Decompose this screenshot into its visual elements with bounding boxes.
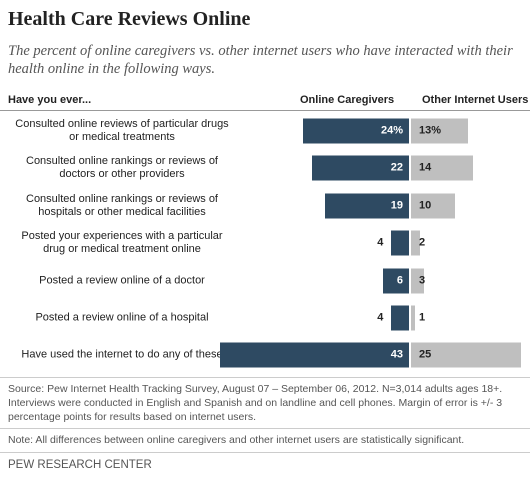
bar [411,268,425,294]
chart-subtitle: The percent of online caregivers vs. oth… [8,43,513,77]
bar [219,342,409,368]
chart-title: Health Care Reviews Online [8,8,251,30]
bar [411,193,455,219]
bar [411,305,416,331]
note: Note: All differences between online car… [8,434,465,446]
value-label: 43 [390,348,403,361]
value-label: 6 [396,274,403,287]
header-rule [0,110,530,111]
bar [391,230,409,256]
value-label: 2 [419,236,426,249]
credit: PEW RESEARCH CENTER [8,459,152,471]
bar [303,118,409,144]
bar [312,155,409,181]
category-label: Have used the internet to do any of thes… [21,348,223,361]
divider [0,452,530,453]
legend-entry: Other Internet Users [422,94,529,106]
value-label: 1 [419,311,426,324]
legend-entry: Online Caregivers [300,94,395,106]
source: Source: Pew Internet Health Tracking Sur… [8,383,503,423]
divider [0,377,530,378]
value-label: 4 [377,311,384,324]
bar [382,268,409,294]
bar [411,342,521,368]
bar [411,118,469,144]
value-label: 10 [419,199,432,212]
divider [0,428,530,429]
value-label: 24% [380,124,403,137]
value-label: 19 [390,199,403,212]
bar [411,230,420,256]
category-label: Posted your experiences with a particula… [21,230,223,256]
value-label: 14 [419,161,432,174]
value-label: 4 [377,236,384,249]
bar [325,193,409,219]
value-label: 3 [419,274,426,287]
category-label: Posted a review online of a doctor [39,274,205,287]
category-header: Have you ever... [8,94,92,106]
category-label: Posted a review online of a hospital [35,311,209,324]
bar [391,305,409,331]
bar [411,155,473,181]
category-label: Consulted online rankings or reviews of … [26,155,218,181]
category-label: Consulted online reviews of particular d… [15,118,229,143]
value-label: 13% [419,124,442,137]
value-label: 25 [419,348,432,361]
category-label: Consulted online rankings or reviews of … [26,192,218,218]
value-label: 22 [390,161,403,174]
